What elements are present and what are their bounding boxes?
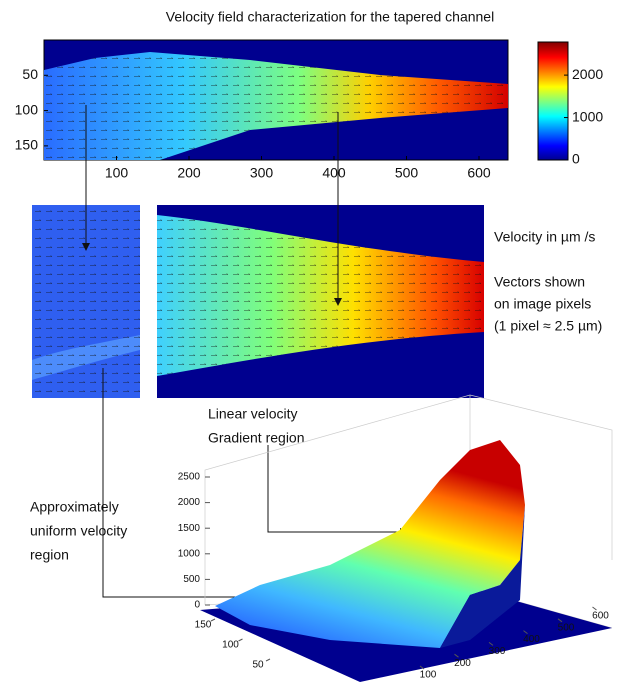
vectors (157, 215, 484, 376)
x-tick-label: 300 (250, 165, 274, 181)
top-heatmap (43, 39, 509, 161)
colorbar-tick-label: 1000 (572, 108, 603, 124)
x-tick-label: 400 (322, 165, 346, 181)
colorbar-tick-label: 0 (572, 151, 580, 167)
x-tick-label: 200 (454, 658, 471, 669)
y-tick-label: 50 (252, 660, 264, 671)
surface-side (440, 505, 525, 648)
x-tick-label: 200 (177, 165, 201, 181)
x-tick-label: 500 (395, 165, 419, 181)
y-tick-label: 150 (15, 137, 39, 153)
colorbar (537, 41, 569, 161)
x-tick-label: 100 (105, 165, 129, 181)
x-tick-label: 500 (558, 622, 575, 633)
note: (1 pixel ≈ 2.5 µm) (494, 318, 602, 334)
z-tick-label: 2500 (178, 472, 201, 483)
units-label: Velocity in µm /s (494, 229, 595, 245)
note: Linear velocity (208, 406, 298, 422)
y-tick-label: 100 (15, 101, 39, 117)
x-tick-label: 600 (467, 165, 491, 181)
z-tick-label: 0 (194, 600, 200, 611)
surface-plot (200, 394, 613, 682)
tick-mark (419, 665, 425, 670)
z-tick-label: 2000 (178, 497, 201, 508)
tick-mark (488, 642, 494, 646)
tick-mark (454, 653, 459, 658)
title: Velocity field characterization for the … (166, 9, 494, 25)
note: Vectors shown (494, 274, 585, 290)
tick-mark (265, 658, 271, 662)
x-tick-label: 600 (592, 611, 609, 622)
z-tick-label: 500 (183, 574, 200, 585)
tick-mark (557, 618, 563, 623)
z-tick-label: 1500 (178, 523, 201, 534)
y-tick-label: 150 (195, 620, 212, 631)
note: on image pixels (494, 296, 591, 312)
y-tick-label: 100 (222, 640, 239, 651)
x-tick-label: 100 (420, 670, 437, 681)
colorbar-axis: 0 1000 2000 (564, 66, 603, 167)
arrow (267, 445, 408, 536)
surface (215, 440, 525, 648)
surface-axes: 0 500 1000 1500 2000 2500 100 200 300 400 500 600 50… (178, 472, 610, 681)
z-tick-label: 1000 (178, 548, 201, 559)
vectors (44, 52, 508, 160)
top-axes: 100 200 300 400 500 600 50 100 150 (15, 66, 491, 181)
colorbar-tick-label: 2000 (572, 66, 603, 82)
note: uniform velocity (30, 523, 127, 539)
x-tick-label: 400 (523, 634, 540, 645)
tick-mark (592, 606, 597, 611)
note: region (30, 547, 69, 563)
note: Approximately (30, 499, 119, 515)
y-tick-label: 50 (22, 66, 38, 82)
tick-mark (238, 638, 243, 642)
arrow (102, 368, 333, 601)
note: Gradient region (208, 430, 305, 446)
tick-mark (523, 630, 528, 634)
x-tick-label: 300 (489, 646, 506, 657)
tick-mark (210, 618, 216, 622)
